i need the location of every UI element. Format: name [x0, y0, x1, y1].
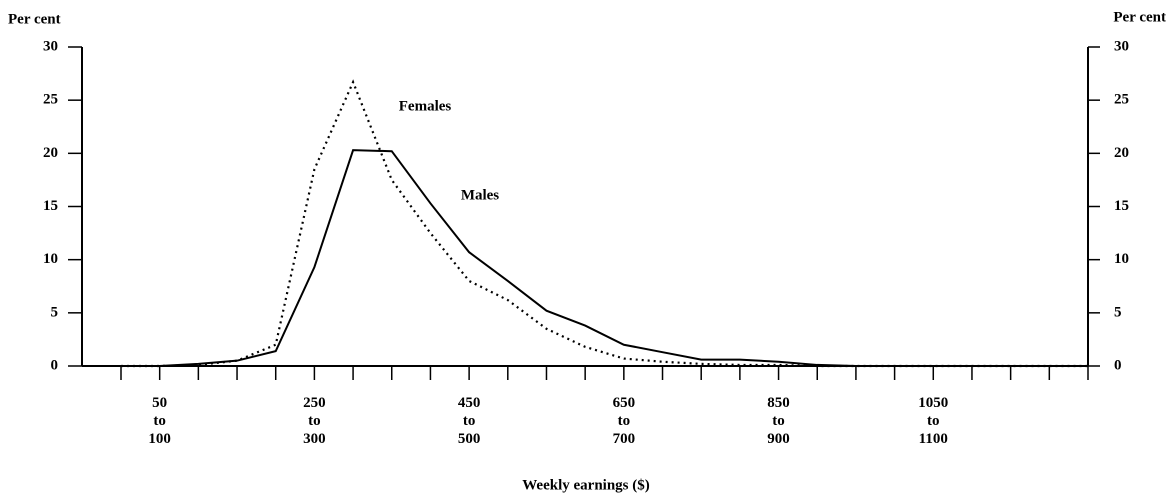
x-tick-label: 850 to 900 — [767, 395, 790, 447]
y-tick-label: 25 — [43, 92, 58, 108]
y-tick-label: 5 — [51, 304, 59, 320]
y2-tick-label: 5 — [1114, 304, 1122, 320]
y2-tick-label: 20 — [1114, 145, 1129, 161]
x-tick-label: 250 to 300 — [303, 395, 326, 447]
y2-tick-label: 15 — [1114, 198, 1129, 214]
y-tick-label: 15 — [43, 198, 58, 214]
y-tick-label: 20 — [43, 145, 58, 161]
x-tick-label: 50 to 100 — [148, 395, 171, 447]
y-tick-label: 0 — [51, 357, 59, 373]
y2-tick-label: 10 — [1114, 251, 1129, 267]
x-tick-label: 450 to 500 — [457, 395, 481, 447]
y-tick-label: 10 — [43, 251, 58, 267]
x-tick-label: 650 to 700 — [612, 395, 636, 447]
y2-tick-label: 25 — [1114, 92, 1129, 108]
y2-axis-label: Per cent — [1113, 9, 1166, 25]
series-line — [121, 79, 1088, 368]
x-axis-label: Weekly earnings ($) — [522, 477, 650, 493]
y-axis-label: Per cent — [8, 11, 61, 27]
series-line — [121, 149, 1088, 367]
y2-tick-label: 30 — [1114, 38, 1129, 54]
x-tick-label: 1050 to 1100 — [918, 395, 949, 447]
y-tick-label: 30 — [43, 38, 58, 54]
y2-tick-label: 0 — [1114, 357, 1122, 373]
series-label: Males — [461, 187, 499, 203]
series-label: Females — [399, 98, 452, 114]
